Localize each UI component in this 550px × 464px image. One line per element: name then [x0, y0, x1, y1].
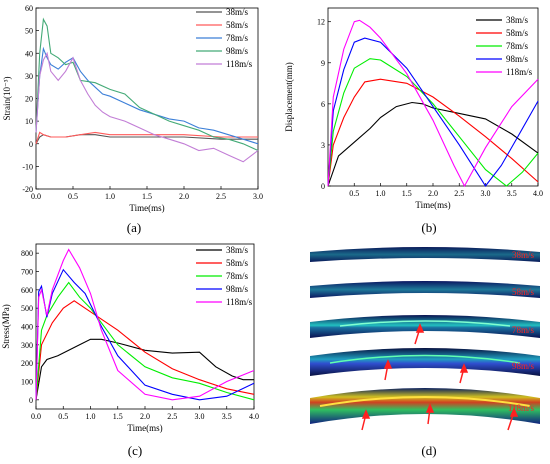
x-tick-label: 2.0	[428, 189, 438, 198]
legend-label: 118m/s	[226, 59, 253, 69]
x-tick-label: 3.0	[481, 189, 491, 198]
legend-label: 78m/s	[226, 271, 249, 281]
legend-label: 78m/s	[226, 33, 249, 43]
series-line-58m-s	[35, 131, 258, 144]
sim-label-3: 78m/s	[512, 325, 535, 335]
legend-label: 78m/s	[506, 41, 529, 51]
x-tick-label: 3.0	[195, 412, 205, 421]
x-tick-label: 3.0	[253, 192, 263, 201]
sim-label-4: 98m/s	[512, 361, 535, 371]
legend-label: 118m/s	[226, 297, 253, 307]
y-axis-label: Strain(10⁻³)	[2, 77, 12, 121]
caption-a: (a)	[126, 220, 142, 235]
series-line-118m-s	[35, 51, 259, 163]
series-line-78m-s	[35, 46, 259, 145]
x-tick-label: 2.0	[140, 412, 150, 421]
legend-label: 98m/s	[226, 46, 249, 56]
x-tick-label: 0.5	[349, 189, 359, 198]
sim-label-5: 118m/s	[508, 403, 535, 413]
legend-label: 58m/s	[226, 258, 249, 268]
y-tick-label: 10	[25, 117, 33, 126]
series-line-78m-s	[327, 58, 539, 187]
x-tick-label: 0.5	[68, 192, 78, 201]
x-tick-label: 1.5	[142, 192, 152, 201]
x-tick-label: 1.0	[376, 189, 386, 198]
y-tick-label: -20	[22, 185, 33, 194]
legend-label: 58m/s	[226, 20, 249, 30]
arrow-markers	[361, 323, 519, 431]
sim-label-1: 38m/s	[512, 250, 535, 260]
x-tick-label: 1.0	[105, 192, 115, 201]
caption-c: (c)	[127, 443, 143, 458]
sim-label-2: 58m/s	[512, 287, 535, 297]
x-tick-label: 1.0	[86, 412, 96, 421]
chart-a: 0.0 0.5 1.0 1.5 2.0 2.5 3.0 -20 -10 0 10 20 30 40 50 60…	[2, 4, 263, 213]
x-tick-label: 1.5	[113, 412, 123, 421]
legend-label: 38m/s	[226, 7, 249, 17]
y-tick-label: 500	[21, 304, 33, 313]
series-line-118m-s	[327, 19, 539, 188]
y-tick-label: -10	[22, 162, 33, 171]
x-tick-label: 4.0	[249, 412, 259, 421]
legend-label: 38m/s	[506, 15, 529, 25]
x-tick-label: 3.5	[222, 412, 232, 421]
x-axis-label: Time(ms)	[127, 423, 162, 433]
series-line-58m-s	[327, 78, 539, 187]
chart-b: 0.5 1.0 1.5 2.0 2.5 3.0 3.5 4.0 0 3 6 9 12 Time(ms) Di…	[284, 7, 543, 210]
x-tick-label: 2.5	[216, 192, 226, 201]
caption-d: (d)	[421, 443, 437, 458]
caption-b: (b)	[421, 220, 437, 235]
y-tick-label: 20	[25, 95, 33, 104]
y-tick-label: 200	[21, 359, 33, 368]
y-tick-label: 50	[25, 27, 33, 36]
y-tick-label: 12	[317, 18, 325, 27]
x-tick-label: 0.5	[58, 412, 68, 421]
x-tick-label: 0.0	[31, 412, 41, 421]
y-tick-label: 9	[321, 59, 325, 68]
legend-label: 118m/s	[506, 67, 533, 77]
series-line-38m-s	[35, 134, 258, 145]
y-tick-label: 400	[21, 323, 33, 332]
simulation-panel: 38m/s 58m/s 78m/s 98m/s 118m/s	[310, 247, 540, 431]
y-axis-label: Displacement(mm)	[284, 62, 294, 131]
legend-label: 98m/s	[506, 54, 529, 64]
y-tick-label: 0	[29, 140, 33, 149]
y-tick-label: 800	[21, 249, 33, 258]
y-tick-label: 6	[321, 100, 325, 109]
y-tick-label: 3	[321, 141, 325, 150]
x-axis-label: Time(ms)	[129, 203, 164, 213]
x-tick-label: 2.0	[179, 192, 189, 201]
legend-label: 58m/s	[506, 28, 529, 38]
legend-label: 38m/s	[226, 245, 249, 255]
y-tick-label: 600	[21, 286, 33, 295]
x-tick-label: 1.5	[402, 189, 412, 198]
y-tick-label: 30	[25, 72, 33, 81]
series-line-118m-s	[35, 248, 255, 401]
x-tick-label: 4.0	[533, 189, 543, 198]
y-tick-label: 60	[25, 4, 33, 13]
x-tick-label: 3.5	[507, 189, 517, 198]
chart-c: 0.0 0.5 1.0 1.5 2.0 2.5 3.0 3.5 4.0 0 100 200 300 400…	[1, 243, 259, 433]
x-tick-label: 2.5	[454, 189, 464, 198]
series-line-38m-s	[327, 101, 539, 187]
y-tick-label: 0	[29, 396, 33, 405]
legend-label: 98m/s	[226, 284, 249, 294]
y-tick-label: 100	[21, 378, 33, 387]
plot-frame	[35, 7, 259, 190]
y-tick-label: 40	[25, 49, 33, 58]
series-line-78m-s	[35, 281, 255, 401]
series-line-98m-s	[327, 37, 539, 187]
x-axis-label: Time(ms)	[415, 200, 450, 210]
series-line-98m-s	[35, 17, 259, 152]
y-tick-label: 700	[21, 268, 33, 277]
x-tick-label: 0.0	[31, 192, 41, 201]
y-tick-label: 0	[321, 182, 325, 191]
y-axis-label: Stress(MPa)	[1, 304, 11, 349]
x-tick-label: 2.5	[167, 412, 177, 421]
y-tick-label: 300	[21, 341, 33, 350]
